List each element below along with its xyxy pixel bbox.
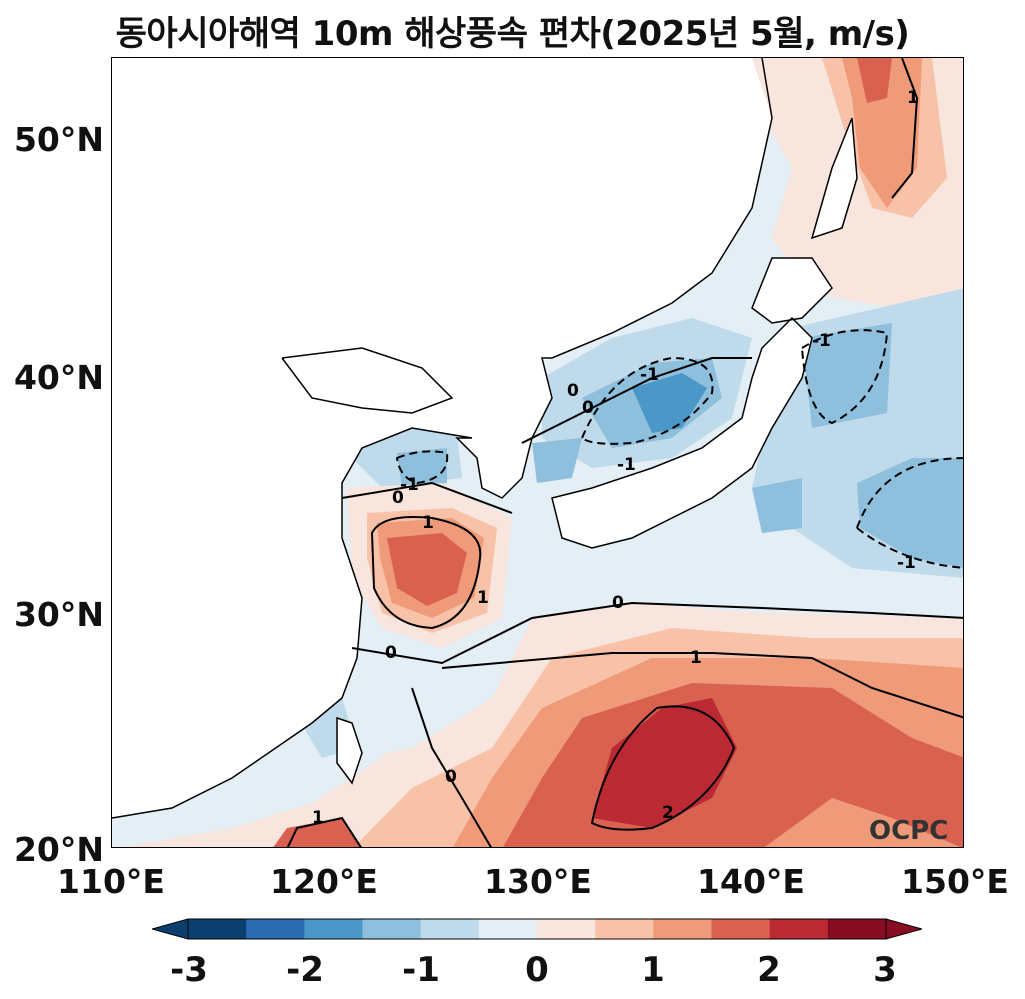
contour-label: 0 — [612, 593, 624, 613]
colorbar-cell — [304, 919, 363, 939]
lon-label-130e: 130°E — [484, 862, 592, 901]
map-title: 동아시아해역 10m 해상풍속 편차(2025년 5월, m/s) — [115, 14, 910, 54]
contour-label: -1 — [640, 365, 659, 385]
contour-2-subtropical — [590, 705, 736, 831]
lat-label-20n: 20°N — [13, 830, 104, 869]
colorbar-cell — [537, 919, 596, 939]
contour-label: 0 — [582, 398, 594, 418]
field-south-china-pos — [273, 818, 361, 847]
colorbar — [152, 918, 922, 940]
colorbar-cell — [246, 919, 305, 939]
contour-m1-pacific-north — [800, 329, 889, 425]
contour-label: 2 — [662, 803, 674, 823]
lat-label-50n: 50°N — [13, 120, 104, 159]
colorbar-cell — [653, 919, 712, 939]
contour-label: 1 — [907, 88, 919, 108]
colorbar-cell — [769, 919, 829, 939]
wind-anomaly-map: 0 0 0 0 0 0 1 1 1 1 1 2 -1 -1 -1 -1 -1 — [112, 58, 963, 847]
colorbar-tick-label: 0 — [525, 950, 549, 990]
contour-0-east-sea — [521, 357, 752, 444]
lon-label-150e: 150°E — [901, 862, 1009, 901]
colorbar-cell — [420, 919, 480, 939]
colorbar-cell — [711, 919, 771, 939]
contour-m1-pacific — [856, 457, 963, 529]
colorbar-tick-label: 1 — [641, 950, 665, 990]
colorbar-tick-label: -1 — [402, 950, 440, 990]
colorbar-cell — [827, 919, 887, 939]
field-ne-positive-3 — [842, 58, 922, 208]
contour-0-subtropical — [351, 601, 963, 665]
contour-m1-pacific-2 — [856, 527, 963, 569]
lon-label-110e: 110°E — [57, 862, 165, 901]
contour-label: -1 — [617, 455, 636, 475]
contour-0-yellow-sea — [341, 481, 513, 514]
contour-label: 1 — [422, 513, 434, 533]
field-korea-strait-neg — [532, 438, 582, 483]
contour-label: 0 — [445, 767, 457, 787]
field-pacific-neg-3 — [857, 458, 963, 568]
colorbar-tick-label: -2 — [286, 950, 324, 990]
colorbar-tick-label: -3 — [170, 950, 208, 990]
contour-m1-east-sea — [580, 356, 714, 445]
contour-0-south — [411, 687, 492, 847]
lat-label-30n: 30°N — [13, 595, 104, 634]
contour-label: 1 — [690, 648, 702, 668]
field-ecs-pos-4 — [387, 533, 467, 606]
contour-label: 0 — [392, 488, 404, 508]
contour-label: -1 — [812, 331, 831, 351]
land-korea — [457, 358, 552, 498]
colorbar-frame — [187, 918, 887, 940]
colorbar-extend-high — [885, 918, 922, 940]
contour-label: 1 — [477, 588, 489, 608]
lon-label-140e: 140°E — [697, 862, 805, 901]
colorbar-cell — [595, 919, 654, 939]
contour-1-ne — [891, 58, 919, 199]
contour-1-ecs — [370, 516, 482, 630]
field-pacific-neg-4 — [752, 478, 802, 533]
colorbar-tick-label: 3 — [873, 950, 897, 990]
ocpc-watermark: OCPC — [869, 816, 949, 846]
field-ne-positive-4 — [857, 58, 892, 103]
colorbar-cells — [152, 918, 922, 940]
colorbar-tick-label: 2 — [757, 950, 781, 990]
contour-lines — [286, 58, 963, 847]
field-pacific-neg-2 — [802, 323, 892, 428]
coastlines — [112, 58, 858, 819]
land-asia — [112, 58, 772, 818]
contour-lines-negative — [395, 329, 963, 569]
colorbar-extend-low — [152, 918, 189, 940]
contour-label: -1 — [897, 553, 916, 573]
contour-label: 1 — [312, 808, 324, 828]
map-plot-area[interactable]: 0 0 0 0 0 0 1 1 1 1 1 2 -1 -1 -1 -1 -1 O… — [111, 57, 964, 848]
contour-label: -1 — [400, 475, 419, 495]
land-japan — [552, 318, 812, 548]
contour-label: 0 — [567, 381, 579, 401]
lon-label-120e: 120°E — [270, 862, 378, 901]
lat-label-40n: 40°N — [13, 358, 104, 397]
colorbar-cell — [362, 919, 422, 939]
field-subtropical-pos-5 — [592, 698, 737, 828]
contour-1-subtropical — [441, 652, 963, 719]
land-hokkaido — [752, 258, 832, 323]
contour-m1-yellow-sea — [395, 450, 449, 485]
contour-1-south-china — [286, 816, 362, 847]
colorbar-cell — [188, 919, 247, 939]
colorbar-cell — [478, 919, 538, 939]
contour-label: 0 — [385, 643, 397, 663]
land-sakhalin — [812, 118, 857, 238]
